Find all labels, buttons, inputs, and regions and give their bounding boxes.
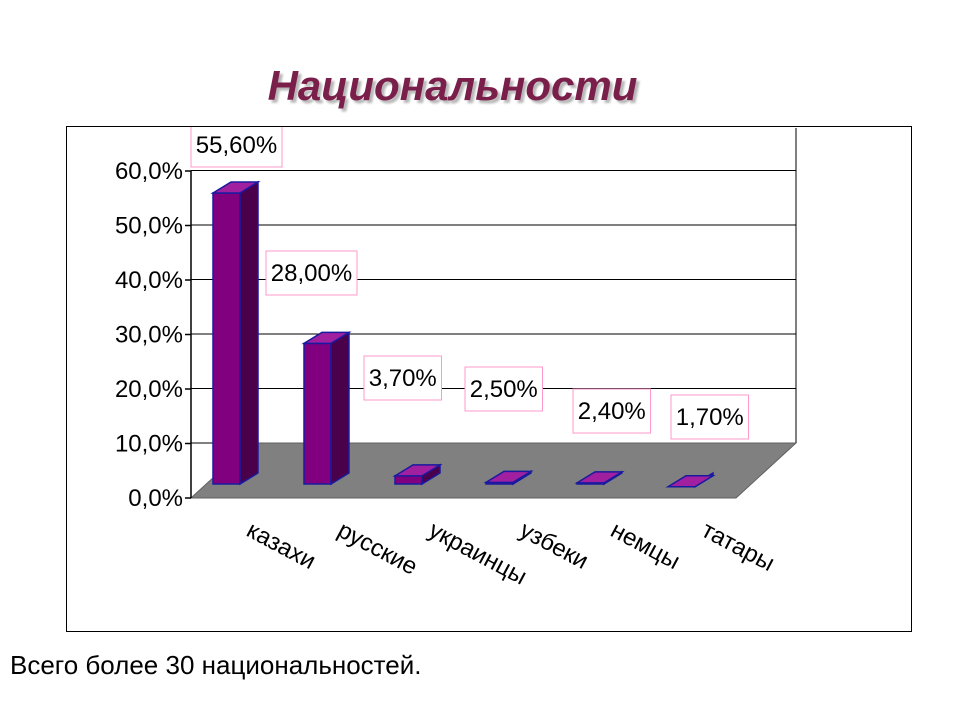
data-label-box xyxy=(190,127,283,168)
category-label: казахи xyxy=(242,516,320,575)
data-label: 2,40% xyxy=(578,398,646,425)
bar-top xyxy=(392,464,443,477)
bar xyxy=(303,342,332,485)
bar xyxy=(212,192,241,485)
y-tick-label: 50,0% xyxy=(115,213,183,240)
data-label-box xyxy=(464,366,543,412)
bar-top xyxy=(210,181,261,194)
bar-side xyxy=(239,180,259,486)
bar-top xyxy=(665,474,716,488)
data-label-box xyxy=(670,394,749,440)
bar-chart: 0,0% 10,0% 20,0% 30,0% 40,0% 50,0% 60,0% 55,60… xyxy=(115,127,798,590)
y-tick-label: 40,0% xyxy=(115,267,183,294)
floor-plane xyxy=(189,442,798,499)
bar-top xyxy=(574,471,625,484)
data-label: 3,70% xyxy=(369,365,437,392)
bars xyxy=(210,180,716,489)
y-tick-label: 0,0% xyxy=(128,485,183,512)
data-label: 1,70% xyxy=(676,404,744,431)
category-label: русские xyxy=(333,516,422,580)
bar-top xyxy=(301,331,352,345)
data-label-box xyxy=(265,250,358,296)
data-labels: 55,60% 28,00% 3,70% 2,50% 2,40% 1,70% xyxy=(190,127,749,440)
footnote: Всего более 30 национальностей. xyxy=(10,650,422,680)
y-tick-label: 60,0% xyxy=(115,158,183,185)
y-axis: 0,0% 10,0% 20,0% 30,0% 40,0% 50,0% 60,0% xyxy=(115,158,192,512)
data-label: 28,00% xyxy=(271,260,352,287)
category-label: немцы xyxy=(606,516,684,575)
data-label: 55,60% xyxy=(196,132,277,159)
y-tick-label: 10,0% xyxy=(115,431,183,458)
bar-top xyxy=(483,470,534,484)
data-label-box xyxy=(363,355,442,401)
slide-title: Национальности xyxy=(267,62,638,109)
bar xyxy=(394,475,423,485)
y-tick-label: 20,0% xyxy=(115,376,183,403)
data-label-box xyxy=(572,388,651,434)
y-tick-label: 30,0% xyxy=(115,322,183,349)
chart-frame: 0,0% 10,0% 20,0% 30,0% 40,0% 50,0% 60,0% 55,60… xyxy=(66,126,912,632)
chart-floor xyxy=(189,442,798,499)
data-label: 2,50% xyxy=(470,376,538,403)
category-label: татары xyxy=(697,516,779,577)
category-label: украинцы xyxy=(424,516,531,590)
bar-side xyxy=(330,331,350,486)
